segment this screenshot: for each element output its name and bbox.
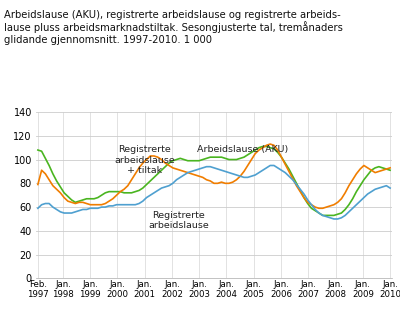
Text: Arbeidslause (AKU), registrerte arbeidslause og registrerte arbeids-
lause pluss: Arbeidslause (AKU), registrerte arbeidsl…	[4, 10, 343, 45]
Text: Arbeidslause (AKU): Arbeidslause (AKU)	[197, 145, 288, 154]
Text: Registrerte
arbeidslause
+ tiltak: Registrerte arbeidslause + tiltak	[114, 145, 175, 175]
Text: Registrerte
arbeidslause: Registrerte arbeidslause	[148, 211, 209, 230]
